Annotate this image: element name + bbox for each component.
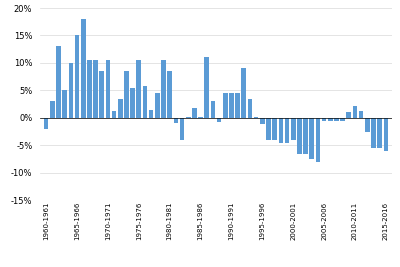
Bar — [210, 101, 215, 118]
Bar — [242, 68, 246, 118]
Bar — [291, 118, 296, 140]
Bar — [81, 19, 86, 118]
Bar — [44, 118, 48, 129]
Bar — [377, 118, 382, 148]
Bar — [278, 118, 283, 143]
Bar — [106, 60, 110, 118]
Bar — [130, 88, 135, 118]
Bar — [192, 108, 197, 118]
Bar — [62, 91, 67, 118]
Bar — [75, 36, 79, 118]
Bar — [297, 118, 302, 154]
Bar — [322, 118, 326, 121]
Bar — [93, 60, 98, 118]
Bar — [223, 93, 228, 118]
Bar — [217, 118, 222, 122]
Bar — [167, 71, 172, 118]
Bar — [272, 118, 277, 140]
Bar — [136, 60, 141, 118]
Bar — [353, 106, 357, 118]
Bar — [118, 99, 122, 118]
Bar — [310, 118, 314, 159]
Bar — [198, 117, 203, 118]
Bar — [186, 117, 190, 118]
Bar — [334, 118, 339, 121]
Bar — [260, 118, 265, 124]
Bar — [235, 93, 240, 118]
Bar — [365, 118, 370, 132]
Bar — [204, 57, 209, 118]
Bar — [50, 101, 55, 118]
Bar — [161, 60, 166, 118]
Bar — [346, 112, 351, 118]
Bar — [155, 93, 160, 118]
Bar — [359, 111, 364, 118]
Bar — [328, 118, 332, 121]
Bar — [112, 111, 116, 118]
Bar — [174, 118, 178, 123]
Bar — [316, 118, 320, 162]
Bar — [248, 99, 252, 118]
Bar — [254, 117, 258, 118]
Bar — [180, 118, 184, 140]
Bar — [266, 118, 271, 140]
Bar — [229, 93, 234, 118]
Bar — [371, 118, 376, 148]
Bar — [149, 110, 154, 118]
Bar — [100, 71, 104, 118]
Bar — [340, 118, 345, 121]
Bar — [285, 118, 289, 143]
Bar — [68, 63, 73, 118]
Bar — [143, 86, 147, 118]
Bar — [87, 60, 92, 118]
Bar — [303, 118, 308, 154]
Bar — [124, 71, 129, 118]
Bar — [56, 46, 61, 118]
Bar — [384, 118, 388, 151]
